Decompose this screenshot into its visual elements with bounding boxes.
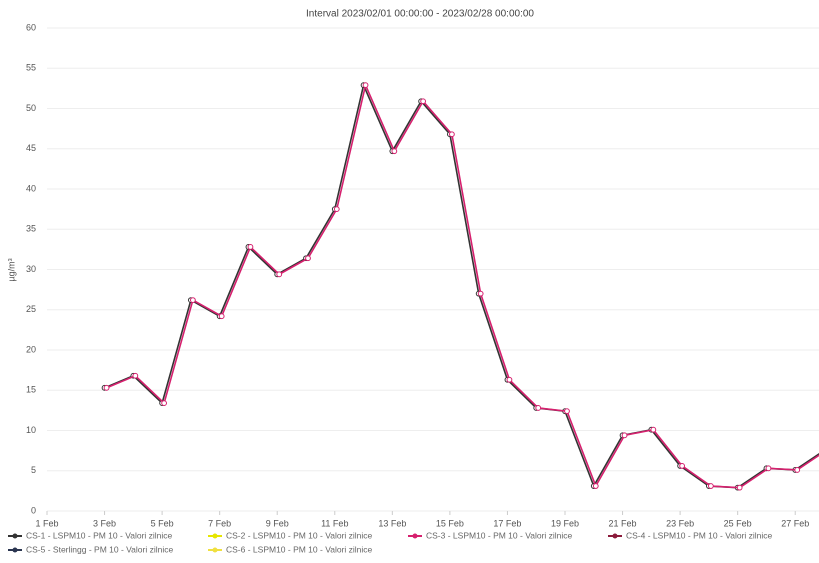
legend-marker	[12, 533, 18, 539]
point	[707, 483, 714, 489]
legend-marker	[212, 533, 218, 539]
point	[564, 408, 570, 415]
x-tick-label: 25 Feb	[724, 518, 752, 528]
point	[506, 376, 513, 383]
y-tick-label: 10	[26, 425, 36, 435]
y-tick-label: 45	[26, 143, 36, 153]
point	[333, 206, 340, 213]
x-tick-label: 9 Feb	[266, 518, 289, 528]
legend-label: CS-4 - LSPM10 - PM 10 - Valori zilnice	[626, 530, 773, 540]
x-tick-label: 15 Feb	[436, 518, 464, 528]
legend-marker	[12, 547, 18, 553]
point	[103, 384, 110, 391]
series	[101, 82, 819, 491]
point	[535, 405, 542, 411]
y-axis-label: µg/m³	[6, 258, 16, 281]
legend-label: CS-2 - LSPM10 - PM 10 - Valori zilnice	[226, 530, 373, 540]
y-tick-label: 20	[26, 344, 36, 354]
x-tick-label: 19 Feb	[551, 518, 579, 528]
point	[794, 467, 801, 473]
x-tick-label: 23 Feb	[666, 518, 694, 528]
point	[305, 255, 311, 262]
legend-marker	[612, 533, 618, 539]
point	[477, 290, 484, 297]
y-tick-label: 15	[26, 385, 36, 395]
x-tick-label: 1 Feb	[35, 518, 58, 528]
legend-marker	[412, 533, 418, 539]
line	[106, 82, 819, 489]
point	[362, 82, 369, 89]
point	[736, 484, 743, 491]
y-tick-label: 60	[26, 22, 36, 32]
legend-label: CS-6 - LSPM10 - PM 10 - Valori zilnice	[226, 544, 373, 554]
x-tick-label: 5 Feb	[151, 518, 174, 528]
y-tick-label: 0	[31, 505, 36, 515]
point	[391, 148, 398, 155]
point	[650, 426, 657, 433]
point	[679, 463, 686, 469]
point	[132, 372, 139, 379]
point	[621, 432, 628, 439]
y-tick-label: 55	[26, 63, 36, 73]
y-tick-label: 25	[26, 304, 36, 314]
series	[103, 82, 819, 491]
x-tick-label: 13 Feb	[378, 518, 406, 528]
legend-label: CS-5 - Sterlingg - PM 10 - Valori zilnic…	[26, 544, 173, 554]
point	[247, 244, 254, 250]
y-tick-label: 50	[26, 103, 36, 113]
point	[218, 313, 225, 320]
point	[189, 297, 196, 303]
line	[104, 82, 819, 489]
x-tick-label: 27 Feb	[781, 518, 809, 528]
chart-title: Interval 2023/02/01 00:00:00 - 2023/02/2…	[306, 9, 534, 20]
y-tick-label: 40	[26, 183, 36, 193]
x-tick-label: 11 Feb	[321, 518, 348, 528]
point	[765, 465, 772, 472]
y-tick-label: 5	[31, 465, 36, 475]
point	[276, 271, 283, 278]
point	[448, 131, 455, 138]
y-tick-label: 30	[26, 264, 36, 274]
legend-marker	[212, 547, 218, 553]
x-tick-label: 21 Feb	[609, 518, 637, 528]
y-tick-label: 35	[26, 224, 36, 234]
x-tick-label: 17 Feb	[493, 518, 521, 528]
x-tick-label: 3 Feb	[93, 518, 116, 528]
legend-label: CS-3 - LSPM10 - PM 10 - Valori zilnice	[426, 530, 573, 540]
point	[161, 400, 168, 407]
point	[420, 98, 427, 105]
legend-label: CS-1 - LSPM10 - PM 10 - Valori zilnice	[26, 530, 173, 540]
x-tick-label: 7 Feb	[208, 518, 231, 528]
point	[592, 483, 599, 489]
